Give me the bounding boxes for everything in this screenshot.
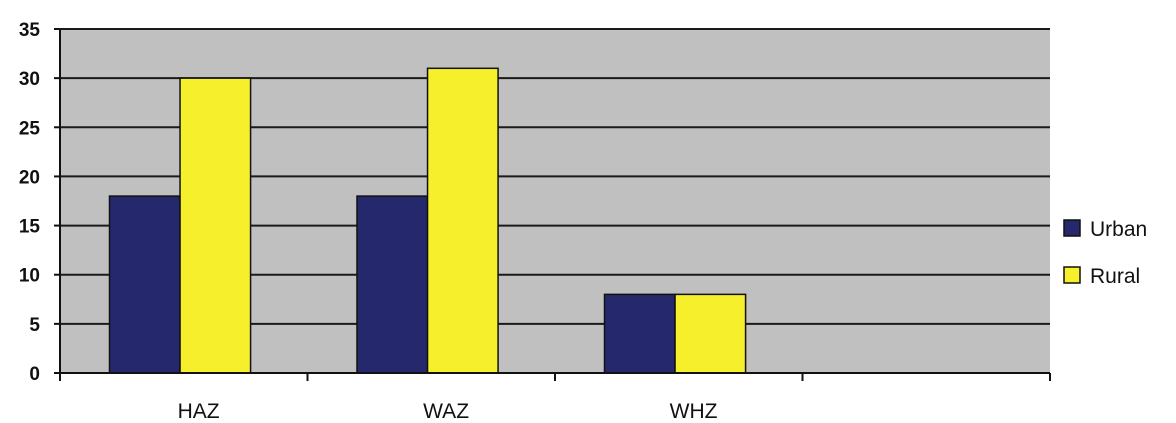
bar-urban-whz — [603, 293, 676, 374]
y-tick-label-5: 5 — [29, 315, 40, 336]
legend-label-rural: Rural — [1090, 265, 1140, 288]
x-category-label-waz: WAZ — [423, 400, 469, 423]
legend-label-urban: Urban — [1090, 218, 1147, 241]
bar-rural-whz — [674, 293, 747, 374]
y-tick-label-35: 35 — [19, 20, 41, 41]
bar-urban-haz — [108, 195, 181, 374]
y-axis: 0 5 10 15 20 25 30 35 — [19, 20, 61, 385]
legend-item-rural: Rural — [1063, 265, 1140, 288]
x-category-label-whz: WHZ — [670, 400, 718, 423]
y-tick-label-30: 30 — [19, 69, 40, 90]
x-axis: HAZ WAZ WHZ — [54, 372, 1051, 423]
bar-urban-waz — [356, 195, 429, 374]
y-tick-label-15: 15 — [19, 217, 41, 238]
legend-swatch-urban — [1063, 219, 1081, 237]
x-category-label-haz: HAZ — [178, 400, 220, 423]
y-tick-label-20: 20 — [19, 167, 40, 188]
legend: Urban Rural — [1063, 218, 1147, 288]
legend-swatch-rural — [1063, 266, 1081, 284]
y-tick-label-10: 10 — [19, 266, 40, 287]
bar-rural-haz — [179, 77, 252, 374]
bar-rural-waz — [426, 67, 499, 374]
y-tick-label-25: 25 — [19, 118, 41, 139]
legend-item-urban: Urban — [1063, 218, 1147, 241]
y-tick-label-0: 0 — [29, 364, 40, 385]
